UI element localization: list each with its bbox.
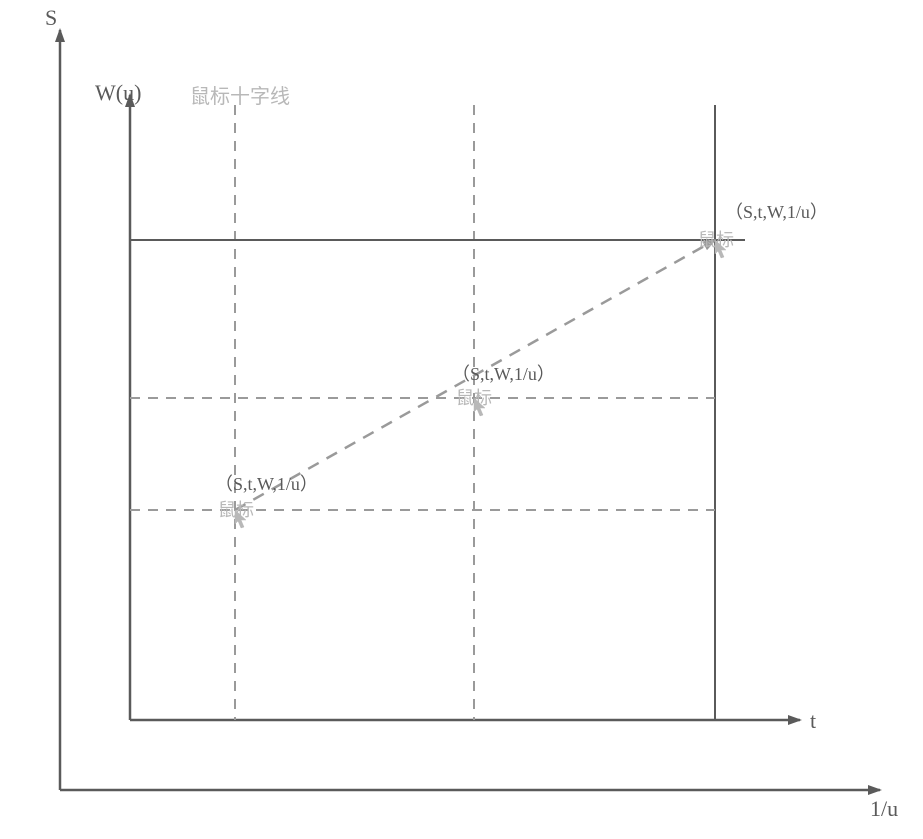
mouse-marker-label: 鼠标 [698,230,734,250]
inner-axis-y-label: W(u) [95,80,141,105]
point-coord-label: （S,t,W,1/u） [725,202,828,222]
point-coord-label: （S,t,W,1/u） [452,364,555,384]
coordinate-diagram: S 1/u W(u) t 鼠标十字线鼠标 （S,t,W,1/u） 鼠标 （S,t,W,1/u）… [0,0,923,839]
mouse-marker-label: 鼠标 [456,388,492,408]
inner-axis-x-label: t [810,708,816,733]
point-coord-label: （S,t,W,1/u） [215,474,318,494]
outer-axis-y-label: S [45,5,57,30]
mouse-marker-label: 鼠标 [218,500,254,520]
crosshair-title: 鼠标十字线 [190,85,290,108]
outer-axis-x-label: 1/u [870,796,898,821]
